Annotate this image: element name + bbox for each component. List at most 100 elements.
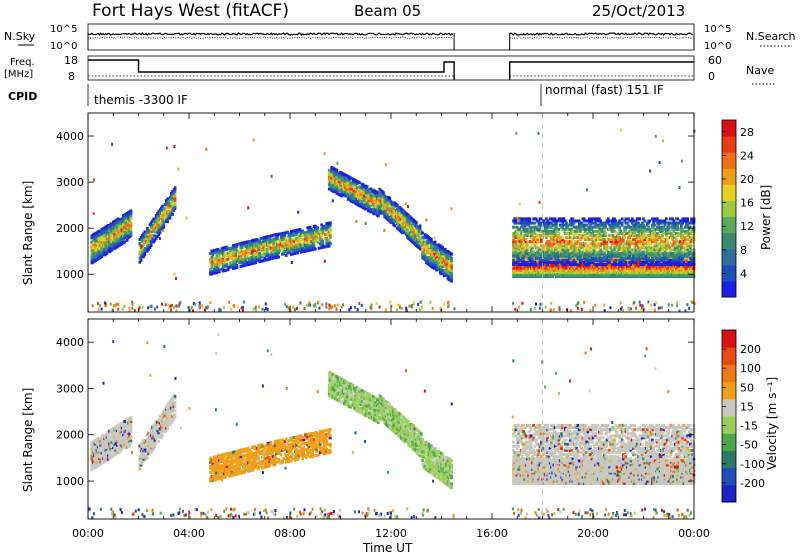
range-cell [682,266,686,270]
range-cell [167,199,171,203]
range-cell [370,198,374,202]
range-cell [562,264,566,268]
range-cell [606,221,610,225]
nsky-tick-top: 10^5 [50,24,77,35]
range-cell [618,260,621,264]
range-cell [553,217,557,221]
range-cell [677,270,681,274]
range-cell [611,227,615,231]
range-cell [254,252,258,256]
range-cell [108,243,111,247]
range-cell [172,208,176,212]
range-cell [271,256,274,260]
range-cell [524,219,528,223]
range-cell [534,256,538,260]
range-cell [545,268,548,272]
range-cell [566,258,570,262]
range-cell [629,258,633,262]
range-cell [528,252,532,256]
range-cell [576,258,580,262]
range-cell [310,244,313,248]
range-cell [533,260,537,264]
range-cell [445,269,448,273]
range-cell [528,256,532,260]
range-cell [620,221,624,225]
range-cell [225,247,229,251]
range-cell [552,270,556,274]
range-cell [90,236,94,240]
range-cell [349,197,352,201]
range-cell [249,260,253,264]
range-cell [605,266,609,270]
range-cell [550,260,553,264]
range-cell [618,246,621,250]
range-cell [627,236,630,240]
range-cell [261,253,264,257]
range-cell [517,244,520,248]
range-cell [517,229,520,233]
range-cell [627,242,630,246]
range-cell [258,243,261,247]
range-cell [215,252,219,256]
range-cell [379,195,383,199]
range-cell [632,272,635,276]
range-cell [542,219,546,223]
range-cell [590,266,594,270]
range-cell [538,248,542,252]
range-cell [528,272,532,276]
range-cell [218,264,221,268]
range-cell [162,221,166,225]
range-cell [628,254,631,258]
range-cell [356,201,360,205]
range-cell [624,227,628,231]
range-cell [129,215,133,219]
range-cell [677,275,681,278]
range-cell [292,241,296,245]
range-cell [588,221,591,225]
range-cell [545,227,548,231]
range-cell [628,244,631,248]
range-cell [248,246,251,250]
range-cell [613,223,616,227]
range-cell [588,219,591,223]
range-cell [562,242,566,246]
range-cell [310,233,313,237]
range-cell [282,252,285,256]
range-cell [618,244,621,248]
range-cell [101,235,105,239]
range-cell [588,238,591,242]
range-cell [550,229,553,233]
range-cell [158,216,162,220]
range-cell [122,241,125,245]
range-cell [213,259,216,263]
range-cell [277,255,280,259]
freq-unit-label: [MHz] [4,69,33,80]
range-cell [344,188,347,192]
range-cell [397,207,400,210]
range-cell [234,247,237,251]
range-cell [307,246,311,250]
range-cell [284,245,288,249]
range-cell [225,262,229,266]
range-cell [590,217,594,221]
range-cell [142,232,145,236]
range-cell [254,256,258,260]
range-cell [146,226,149,230]
range-cell [445,253,448,257]
range-cell [526,231,529,235]
range-cell [622,238,625,242]
range-cell [627,252,630,256]
range-cell [558,244,562,248]
range-cell [399,219,403,223]
range-cell [562,217,566,221]
range-cell [325,240,328,244]
range-cell [423,235,427,239]
range-cell [373,193,376,197]
range-cell [310,240,313,244]
range-cell [656,275,659,278]
range-cell [305,235,308,238]
range-cell [397,225,400,229]
range-cell [233,243,236,247]
range-cell [447,261,451,265]
range-cell [316,228,320,232]
